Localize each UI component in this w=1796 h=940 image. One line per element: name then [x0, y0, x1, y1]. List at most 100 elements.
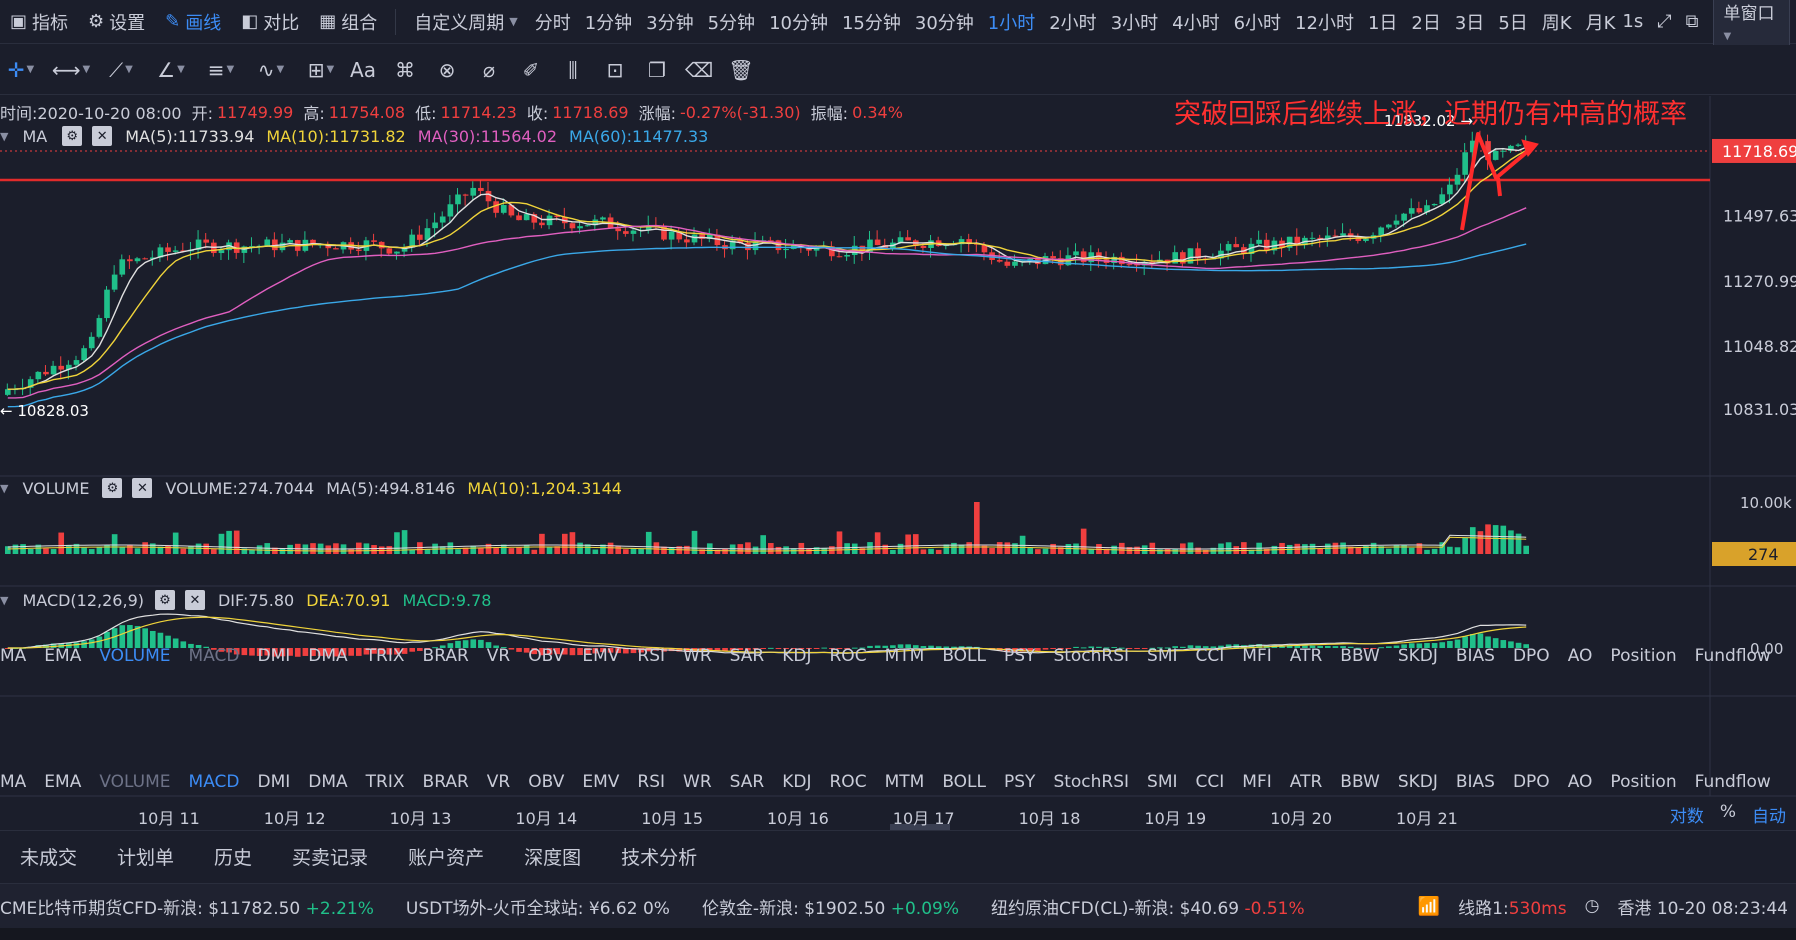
macd-tab-smi[interactable]: SMI: [1147, 772, 1178, 792]
period-4[interactable]: 10分钟: [769, 12, 828, 34]
volume-tab-fundflow[interactable]: Fundflow: [1694, 646, 1771, 666]
volume-tab-obv[interactable]: OBV: [528, 646, 565, 666]
macd-tab-obv[interactable]: OBV: [528, 772, 565, 792]
period-0[interactable]: 分时: [534, 12, 571, 34]
bottom-tab-3[interactable]: 买卖记录: [292, 847, 369, 869]
volume-tab-roc[interactable]: ROC: [829, 646, 867, 666]
macd-tab-fundflow[interactable]: Fundflow: [1694, 772, 1771, 792]
ruler-tool[interactable]: ⌀: [468, 50, 510, 90]
macd-tab-trix[interactable]: TRIX: [365, 772, 405, 792]
volume-tab-atr[interactable]: ATR: [1289, 646, 1323, 666]
bottom-tab-0[interactable]: 未成交: [20, 847, 78, 869]
bottom-tab-1[interactable]: 计划单: [117, 847, 175, 869]
volume-tab-rsi[interactable]: RSI: [637, 646, 666, 666]
macd-tab-ma[interactable]: MA: [0, 772, 27, 792]
period-10[interactable]: 4小时: [1172, 12, 1220, 34]
angle-tool[interactable]: ∠ ▼: [150, 50, 192, 90]
volume-tab-mfi[interactable]: MFI: [1242, 646, 1272, 666]
text-tool[interactable]: Aa: [350, 57, 376, 82]
magnet-tool[interactable]: ⊗: [426, 50, 468, 90]
period-12[interactable]: 12小时: [1295, 12, 1354, 34]
volume-tab-psy[interactable]: PSY: [1004, 646, 1036, 666]
volume-tab-brar[interactable]: BRAR: [422, 646, 469, 666]
volume-tab-skdj[interactable]: SKDJ: [1397, 646, 1438, 666]
custom-period-dropdown[interactable]: 自定义周期 ▼: [414, 12, 518, 34]
rectangle-tool[interactable]: ⊞ ▼: [300, 50, 342, 90]
trendline-tool[interactable]: ⟋ ▼: [100, 50, 142, 90]
period-7[interactable]: 1小时: [987, 12, 1036, 34]
volume-tab-vr[interactable]: VR: [486, 646, 511, 666]
fullscreen-icon[interactable]: ⤢: [1657, 11, 1672, 32]
period-13[interactable]: 1日: [1367, 12, 1398, 34]
macd-tab-cci[interactable]: CCI: [1195, 772, 1225, 792]
macd-tab-mfi[interactable]: MFI: [1242, 772, 1272, 792]
ticker-item[interactable]: CME比特币期货CFD-新浪: $11782.50 +2.21%: [0, 894, 374, 919]
macd-tab-volume[interactable]: VOLUME: [99, 772, 171, 792]
macd-tab-wr[interactable]: WR: [683, 772, 712, 792]
volume-tab-macd[interactable]: MACD: [188, 646, 240, 666]
brush-tool[interactable]: ✐: [510, 50, 552, 90]
window-mode-select[interactable]: 单窗口 ▼: [1712, 0, 1790, 48]
macd-tab-ao[interactable]: AO: [1567, 772, 1593, 792]
pattern-tool[interactable]: ⌘: [384, 50, 426, 90]
parallel-tool[interactable]: ≡ ▼: [200, 50, 242, 90]
bottom-tab-6[interactable]: 技术分析: [621, 847, 698, 869]
ticker-item[interactable]: USDT场外-火币全球站: ¥6.62 0%: [406, 894, 670, 919]
settings-button[interactable]: ⚙ 设置: [88, 11, 146, 34]
volume-tab-bbw[interactable]: BBW: [1340, 646, 1380, 666]
volume-tab-ema[interactable]: EMA: [44, 646, 82, 666]
volume-tab-wr[interactable]: WR: [683, 646, 712, 666]
horizontal-line-tool[interactable]: ⟷ ▼: [50, 50, 92, 90]
gear-icon[interactable]: ⚙: [62, 126, 83, 146]
macd-tab-kdj[interactable]: KDJ: [782, 772, 812, 792]
macd-tab-position[interactable]: Position: [1610, 772, 1677, 792]
close-icon[interactable]: ✕: [132, 478, 153, 498]
period-2[interactable]: 3分钟: [646, 12, 694, 34]
volume-tab-dmi[interactable]: DMI: [257, 646, 291, 666]
macd-tab-vr[interactable]: VR: [486, 772, 511, 792]
volume-tab-kdj[interactable]: KDJ: [782, 646, 812, 666]
close-icon[interactable]: ✕: [184, 590, 205, 610]
period-15[interactable]: 3日: [1454, 12, 1485, 34]
volume-tab-ma[interactable]: MA: [0, 646, 27, 666]
period-11[interactable]: 6小时: [1233, 12, 1282, 34]
collapse-icon[interactable]: ▼: [0, 481, 9, 495]
draw-button[interactable]: ✎ 画线: [165, 11, 222, 34]
macd-tab-dpo[interactable]: DPO: [1512, 772, 1550, 792]
line-status[interactable]: 线路1:530ms: [1458, 898, 1567, 919]
volume-tab-smi[interactable]: SMI: [1147, 646, 1178, 666]
eraser-tool[interactable]: ⌫: [678, 50, 720, 90]
macd-tab-atr[interactable]: ATR: [1289, 772, 1323, 792]
macd-tab-dmi[interactable]: DMI: [257, 772, 291, 792]
collapse-icon[interactable]: ▼: [0, 129, 9, 143]
volume-tab-dma[interactable]: DMA: [308, 646, 348, 666]
compare-button[interactable]: ◧ 对比: [241, 11, 300, 34]
period-16[interactable]: 5日: [1498, 12, 1528, 34]
percent-scale-toggle[interactable]: %: [1719, 802, 1736, 822]
macd-tab-rsi[interactable]: RSI: [637, 772, 666, 792]
volume-tab-trix[interactable]: TRIX: [365, 646, 405, 666]
auto-scale-toggle[interactable]: 自动: [1752, 807, 1786, 827]
macd-tab-sar[interactable]: SAR: [729, 772, 765, 792]
macd-tab-dma[interactable]: DMA: [308, 772, 348, 792]
period-5[interactable]: 15分钟: [841, 12, 901, 34]
gear-icon[interactable]: ⚙: [154, 590, 175, 610]
period-3[interactable]: 5分钟: [707, 12, 756, 34]
wave-tool[interactable]: ∿ ▼: [250, 50, 292, 90]
volume-tab-cci[interactable]: CCI: [1195, 646, 1225, 666]
volume-tab-volume[interactable]: VOLUME: [99, 646, 171, 666]
period-14[interactable]: 2日: [1411, 12, 1441, 34]
volume-tab-stochrsi[interactable]: StochRSI: [1053, 646, 1130, 666]
macd-tab-boll[interactable]: BOLL: [942, 772, 986, 792]
period-1[interactable]: 1分钟: [584, 12, 633, 34]
macd-tab-emv[interactable]: EMV: [582, 772, 620, 792]
volume-tab-position[interactable]: Position: [1610, 646, 1677, 666]
macd-tab-skdj[interactable]: SKDJ: [1397, 772, 1438, 792]
log-scale-toggle[interactable]: 对数: [1669, 807, 1704, 827]
delete-tool[interactable]: 🗑: [720, 50, 762, 90]
lock-tool[interactable]: ⊡: [594, 50, 636, 90]
chart-annotation[interactable]: 突破回踩后继续上涨，近期仍有冲高的概率: [1174, 99, 1687, 130]
refresh-interval[interactable]: 1s: [1622, 11, 1644, 32]
macd-tab-roc[interactable]: ROC: [829, 772, 867, 792]
combo-button[interactable]: ▦ 组合: [319, 11, 378, 34]
